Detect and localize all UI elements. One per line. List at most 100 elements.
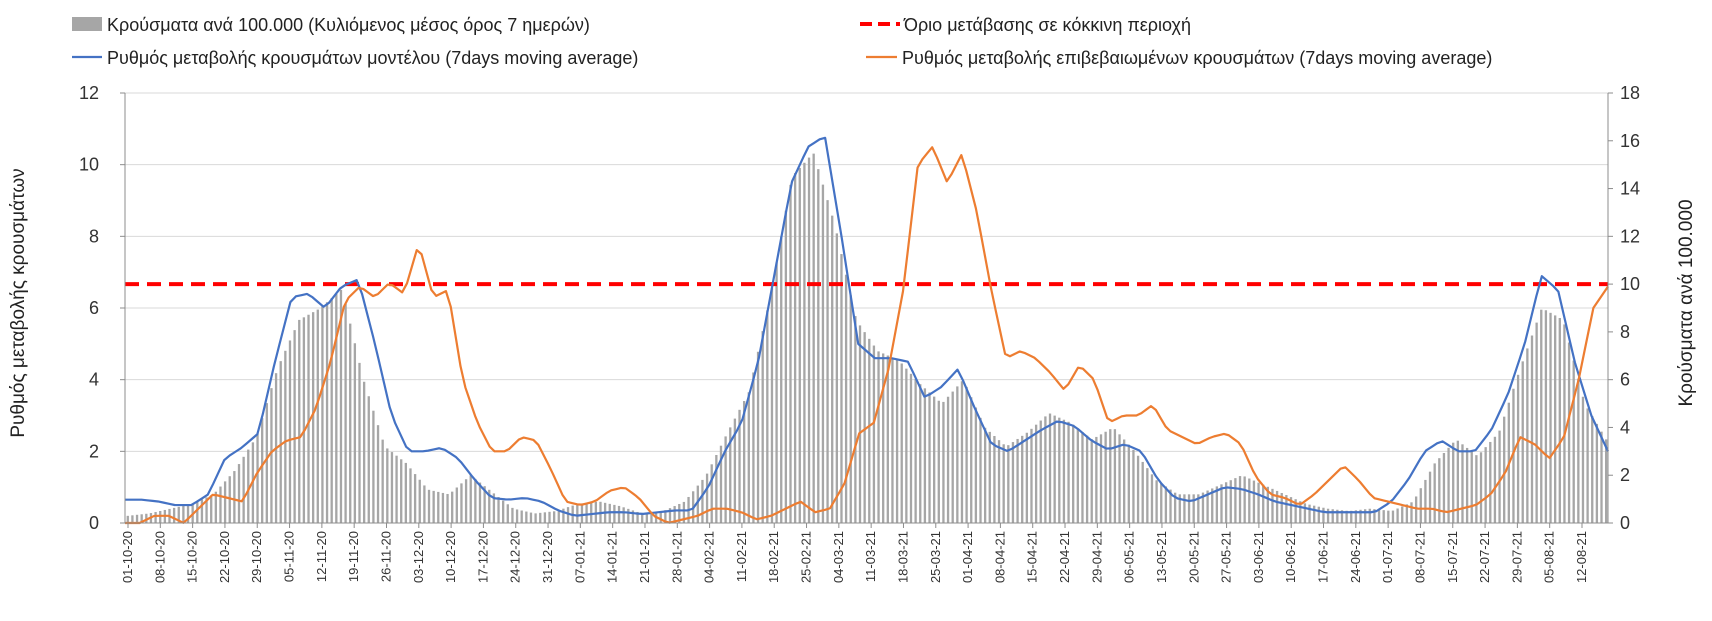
- bar: [1081, 431, 1084, 523]
- bar: [1447, 447, 1450, 523]
- bar: [715, 455, 718, 523]
- bar: [1206, 490, 1209, 523]
- bar: [256, 433, 259, 523]
- bar: [1183, 494, 1186, 523]
- bar: [330, 298, 333, 523]
- x-tick-label: 19-11-20: [346, 531, 361, 582]
- x-tick-label: 01-10-20: [120, 531, 135, 583]
- bar: [576, 504, 579, 523]
- bar: [492, 493, 496, 523]
- bar: [1456, 440, 1460, 523]
- bar: [247, 449, 250, 523]
- bar: [951, 391, 954, 523]
- bar: [752, 372, 755, 523]
- bar: [849, 295, 852, 523]
- bar: [701, 479, 704, 523]
- bar: [868, 338, 871, 523]
- bar: [562, 508, 565, 523]
- bar: [557, 510, 560, 523]
- bar: [1271, 488, 1274, 523]
- bar: [566, 507, 570, 523]
- bar: [321, 306, 324, 523]
- right-y-tick-label: 18: [1620, 83, 1640, 103]
- bar: [1549, 312, 1552, 523]
- bar: [1224, 482, 1228, 523]
- bar: [965, 386, 968, 523]
- x-tick-label: 25-02-21: [799, 531, 814, 583]
- x-tick-label: 22-10-20: [217, 531, 232, 583]
- bar: [854, 316, 857, 523]
- bar: [1220, 484, 1223, 523]
- bar: [1452, 442, 1455, 523]
- x-tick-label: 25-03-21: [928, 531, 943, 583]
- bar: [1479, 452, 1483, 523]
- bar: [1257, 482, 1260, 523]
- bar: [353, 343, 357, 523]
- x-tick-label: 22-04-21: [1057, 531, 1072, 583]
- bar: [594, 501, 598, 523]
- bar: [335, 293, 338, 523]
- bar: [997, 440, 1001, 523]
- x-tick-label: 03-12-20: [411, 531, 426, 583]
- left-y-tick-label: 8: [89, 226, 99, 246]
- x-tick-label: 03-06-21: [1251, 531, 1266, 583]
- bar: [228, 476, 231, 523]
- bar: [446, 493, 449, 523]
- bar: [1419, 488, 1422, 523]
- bar: [358, 362, 361, 523]
- bar: [1076, 428, 1079, 523]
- bar: [1044, 416, 1047, 523]
- bar: [1345, 510, 1348, 523]
- bar: [1391, 510, 1395, 523]
- bar: [858, 325, 862, 523]
- bar: [673, 506, 676, 523]
- right-y-tick-label: 14: [1620, 179, 1640, 199]
- bar: [974, 407, 978, 523]
- bar: [775, 262, 778, 523]
- bar: [993, 436, 996, 523]
- bar: [1127, 444, 1130, 523]
- bar: [1387, 510, 1390, 523]
- legend: Κρούσματα ανά 100.000 (Κυλιόμενος μέσος …: [72, 15, 1492, 68]
- bar: [664, 510, 667, 523]
- right-y-tick-label: 0: [1620, 513, 1630, 533]
- bar: [349, 323, 352, 523]
- bar: [988, 431, 991, 523]
- bar: [590, 502, 593, 523]
- bar: [807, 157, 811, 524]
- bar: [1123, 439, 1126, 523]
- bar: [140, 514, 143, 523]
- bar: [131, 515, 134, 523]
- bar: [1280, 492, 1283, 523]
- x-tick-label: 21-01-21: [637, 531, 652, 583]
- bar: [1262, 484, 1265, 523]
- bar: [372, 410, 375, 523]
- x-tick-label: 06-05-21: [1122, 531, 1137, 583]
- bar: [756, 351, 760, 523]
- bar: [1317, 506, 1320, 523]
- bar: [770, 288, 774, 523]
- legend-model-label: Ρυθμός μεταβολής κρουσμάτων μοντέλου (7d…: [107, 48, 638, 68]
- bar: [738, 409, 741, 523]
- bar: [548, 511, 551, 523]
- left-axis-title: Ρυθμός μεταβολής κρουσμάτων: [8, 168, 29, 437]
- bar: [1475, 455, 1478, 523]
- bar: [1364, 509, 1367, 523]
- bar: [979, 417, 982, 523]
- bar: [1354, 510, 1358, 523]
- bar: [1187, 494, 1191, 523]
- bar: [288, 340, 292, 523]
- bar: [821, 184, 825, 523]
- bar: [761, 331, 764, 523]
- bar: [733, 418, 737, 523]
- bar: [1141, 461, 1144, 523]
- x-tick-label: 20-05-21: [1186, 531, 1201, 583]
- bar: [1428, 471, 1432, 523]
- bar: [627, 508, 630, 523]
- bar: [1554, 315, 1557, 523]
- bar: [1461, 444, 1464, 523]
- bar: [1164, 486, 1168, 523]
- bar: [1368, 508, 1371, 523]
- bar: [780, 236, 783, 523]
